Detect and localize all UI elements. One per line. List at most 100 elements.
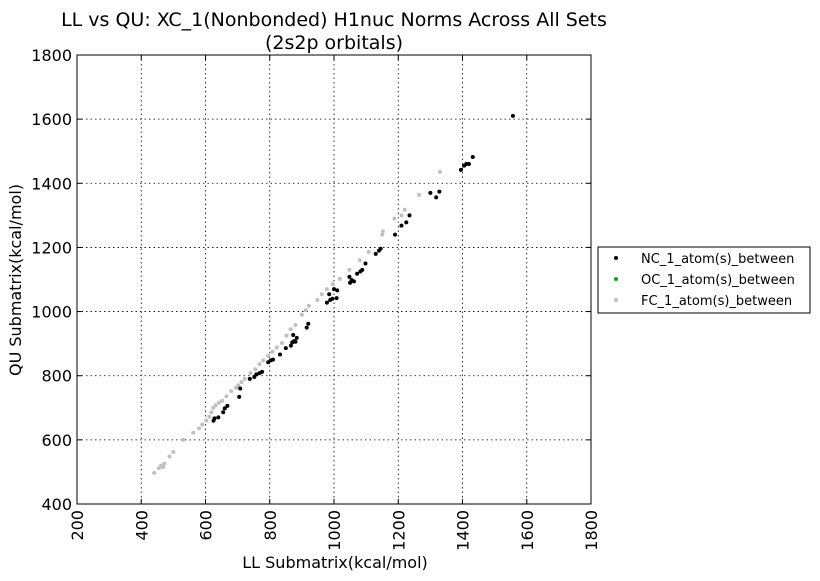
data-point [200,422,205,427]
data-point [266,353,271,358]
y-tick-label: 1400 [31,174,72,193]
data-point [366,249,371,254]
data-point [204,418,209,423]
data-point [335,288,340,293]
data-point [253,367,258,372]
data-point [332,287,336,292]
data-point [347,267,352,272]
data-point [438,169,443,174]
data-point [222,406,227,411]
data-point [510,113,515,118]
y-tick-label: 1800 [31,46,72,65]
data-point [161,465,166,470]
data-point [254,372,259,377]
data-point [242,376,247,381]
data-point [283,346,288,351]
data-point [392,216,397,221]
data-point [357,258,362,263]
data-point [330,282,335,287]
data-point [181,437,186,442]
data-point [212,416,217,421]
data-point [270,349,275,354]
data-point [324,300,329,305]
data-point [402,207,407,212]
data-point [211,405,216,410]
data-point [197,426,202,431]
x-tick-label: 600 [197,510,216,541]
data-point [327,292,332,297]
data-point [279,341,284,346]
data-point [363,261,368,266]
data-point [466,162,471,167]
data-point [152,470,157,475]
data-point [257,362,262,367]
data-point [294,335,299,340]
x-tick-label: 1400 [454,510,473,551]
data-point [216,415,221,420]
x-tick-label: 1200 [389,510,408,551]
data-point [278,352,283,357]
y-tick-label: 600 [41,431,72,450]
data-point [216,400,221,405]
data-point [225,403,230,408]
data-point [284,333,289,338]
data-point [274,345,279,350]
legend-entry: NC_1_atom(s)_between [641,252,794,267]
data-point [288,327,293,332]
chart-title: LL vs QU: XC_1(Nonbonded) H1nuc Norms Ac… [61,9,607,31]
y-tick-label: 400 [41,495,72,514]
data-point [260,369,265,374]
legend-marker [614,298,618,302]
axis-ticks: 200 400 600 800 1000 1200 1400 1600 180040060080… [31,46,601,551]
data-point [237,394,242,399]
legend-entry: OC_1_atom(s)_between [641,273,795,288]
x-tick-label: 1800 [582,510,601,551]
legend-marker [614,256,618,260]
data-point [324,287,329,292]
data-point [351,279,356,284]
data-point [380,232,385,237]
y-tick-label: 1200 [31,238,72,257]
data-point [334,296,339,301]
x-tick-label: 1600 [518,510,537,551]
data-point [434,195,439,200]
chart-subtitle: (2s2p orbitals) [265,32,403,54]
data-point [156,466,161,471]
data-point [378,246,383,251]
data-point [209,410,214,415]
data-point [221,410,226,415]
y-axis-label: QU Submatrix(kcal/mol) [6,184,25,376]
data-point [407,213,412,218]
data-point [458,167,463,172]
data-point [303,308,308,313]
data-point [162,461,167,466]
y-tick-label: 1000 [31,303,72,322]
data-point [437,189,442,194]
data-point [248,371,253,376]
data-point [239,380,244,385]
data-point [306,303,311,308]
data-point [220,398,225,403]
data-point [293,339,298,344]
grid-lines [77,55,591,504]
legend-entry: FC_1_atom(s)_between [641,294,792,309]
legend-box [597,246,811,314]
data-point [270,357,275,362]
data-point [236,383,241,388]
data-point [229,389,234,394]
data-point [207,414,212,419]
y-tick-label: 800 [41,367,72,386]
plot-area [76,54,592,505]
data-point [288,343,293,348]
legend: NC_1_atom(s)_between OC_1_atom(s)_between… [597,246,811,314]
data-point [304,325,309,330]
data-point [404,220,409,225]
data-point [399,213,404,218]
data-point [347,274,352,279]
data-points [152,113,515,475]
data-point [360,267,365,272]
data-point [399,223,404,228]
legend-marker [614,277,618,281]
data-point [291,332,296,337]
